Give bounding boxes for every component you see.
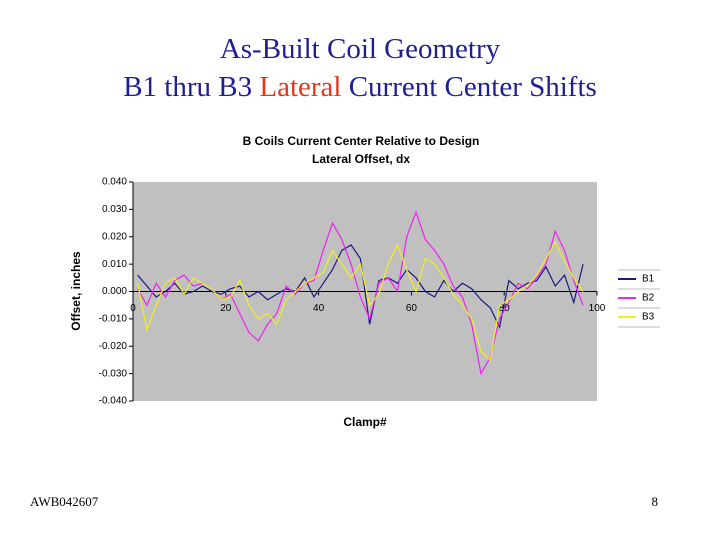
title-part: Lateral [259,71,342,103]
y-tick-label: -0.010 [99,314,128,325]
x-tick-label: 100 [589,303,606,314]
y-tick-label: -0.040 [99,396,128,407]
chart-title: B Coils Current Center Relative to Desig… [243,134,480,148]
title-line: As-Built Coil Geometry [219,33,501,65]
y-tick-label: 0.000 [102,286,127,297]
title-part: Current Center Shifts [341,71,597,103]
y-tick-label: 0.040 [102,177,127,188]
y-tick-label: 0.020 [102,231,127,242]
title-part: B1 thru B3 [123,71,260,103]
x-tick-label: 0 [130,303,136,314]
series-line [137,240,584,362]
legend-label: B2 [642,293,655,304]
y-tick-label: 0.010 [102,259,127,270]
x-tick-label: 40 [313,303,325,314]
legend-label: B1 [642,274,655,285]
y-tick-label: -0.020 [99,341,128,352]
x-tick-label: 20 [220,303,232,314]
x-tick-label: 60 [406,303,418,314]
footer-right: 8 [652,494,659,509]
y-tick-label: -0.030 [99,368,128,379]
legend-label: B3 [642,312,655,323]
x-axis-label: Clamp# [343,415,387,429]
y-tick-label: 0.030 [102,204,127,215]
x-tick-label: 80 [499,303,511,314]
slide-title: As-Built Coil Geometry B1 thru B3 Latera… [0,30,720,106]
chart-title: Lateral Offset, dx [312,152,410,166]
y-axis-label: Offset, inches [69,251,83,331]
title-line: B1 thru B3 Lateral Current Center Shifts [0,68,720,106]
footer-left: AWB042607 [30,494,99,509]
series-line [137,244,584,329]
